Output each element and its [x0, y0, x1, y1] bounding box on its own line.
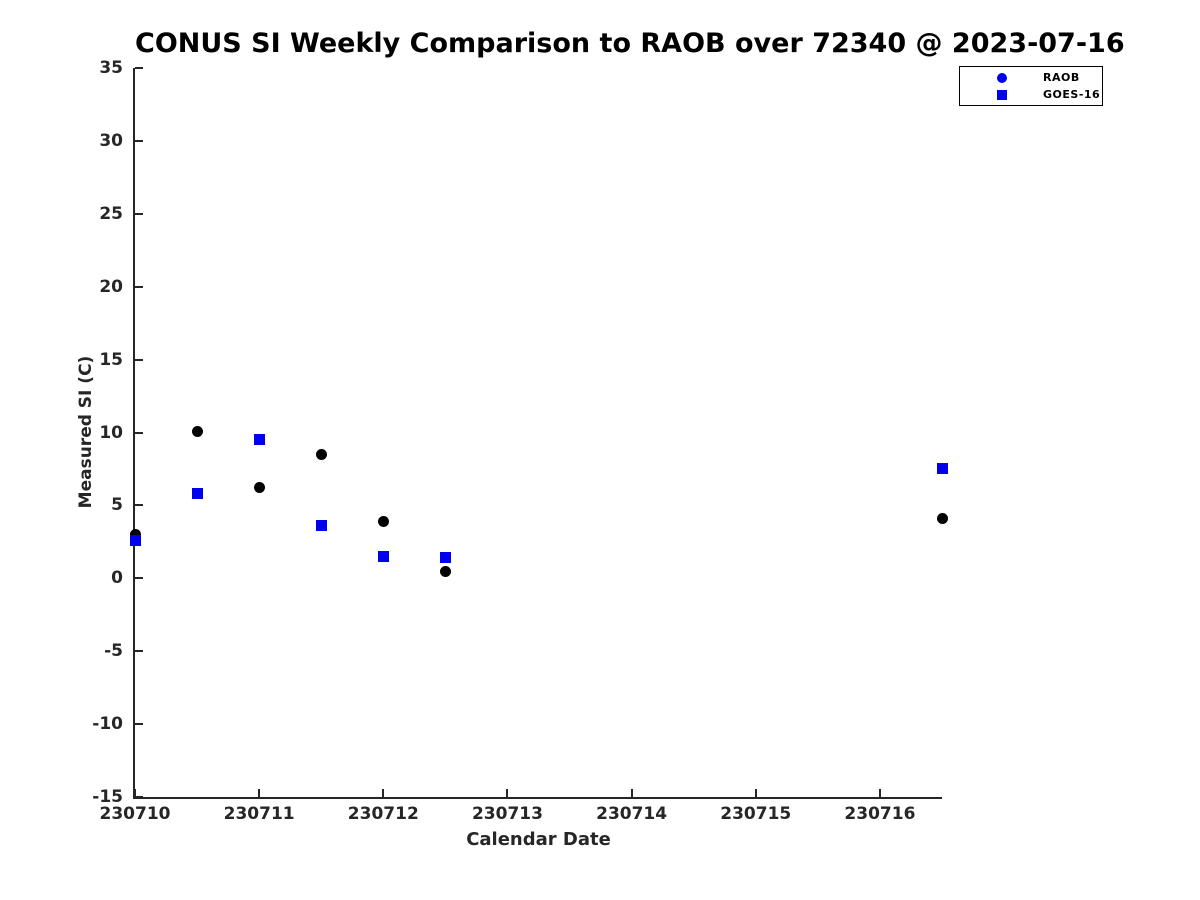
- y-tick-label: -5: [104, 641, 123, 662]
- y-tick-label: 0: [111, 568, 123, 589]
- y-tick: [135, 577, 143, 580]
- x-tick: [878, 789, 881, 797]
- data-point-goes-16: [377, 550, 389, 562]
- y-tick-label: 15: [99, 349, 123, 370]
- data-point-goes-16: [439, 552, 451, 564]
- data-point-goes-16: [936, 463, 948, 475]
- data-point-goes-16: [315, 520, 327, 532]
- x-tick-label: 230713: [471, 804, 543, 824]
- y-tick: [135, 504, 143, 507]
- x-axis-label: Calendar Date: [466, 829, 611, 850]
- y-tick: [135, 285, 143, 288]
- x-tick-label: 230711: [223, 804, 295, 824]
- data-point-raob: [253, 482, 265, 494]
- data-point-raob: [439, 565, 451, 577]
- x-tick: [506, 789, 509, 797]
- data-point-raob: [936, 513, 948, 525]
- y-tick-label: 35: [99, 58, 123, 78]
- y-tick: [135, 431, 143, 434]
- y-tick: [135, 723, 143, 726]
- legend: RAOB GOES-16: [959, 66, 1103, 106]
- x-tick: [630, 789, 633, 797]
- plot-area: -15 -10 -5 0 5 10 15 20 25 30 35 230710 230711 230712…: [92, 58, 948, 824]
- x-tick-label: 230710: [99, 804, 171, 824]
- data-point-goes-16: [129, 534, 141, 546]
- x-tick: [258, 789, 261, 797]
- legend-label: RAOB: [1043, 71, 1080, 84]
- data-point-raob: [129, 529, 141, 541]
- y-tick: [135, 212, 143, 215]
- data-point-goes-16: [253, 434, 265, 446]
- data-point-raob: [315, 448, 327, 460]
- data-point-raob: [377, 515, 389, 527]
- y-tick-label: -15: [92, 787, 123, 807]
- y-tick-label: 20: [99, 276, 123, 297]
- x-tick-label: 230715: [720, 804, 792, 824]
- y-tick-label: -10: [92, 714, 123, 735]
- legend-row: GOES-16: [960, 88, 1102, 101]
- legend-label: GOES-16: [1043, 88, 1101, 101]
- y-tick: [135, 67, 143, 69]
- data-point-raob: [191, 425, 203, 437]
- y-axis-line: [133, 68, 135, 799]
- x-tick-label: 230712: [347, 804, 419, 824]
- y-tick-label: 5: [111, 495, 123, 516]
- data-point-goes-16: [191, 488, 203, 500]
- y-tick: [135, 358, 143, 361]
- x-tick-label: 230714: [596, 804, 668, 824]
- y-tick: [135, 650, 143, 653]
- y-tick-label: 30: [99, 130, 123, 151]
- legend-square-marker-icon: [997, 89, 1007, 100]
- chart-title: CONUS SI Weekly Comparison to RAOB over …: [135, 28, 1125, 59]
- y-tick: [135, 796, 143, 798]
- y-tick-label: 10: [99, 422, 123, 443]
- x-tick: [134, 789, 136, 797]
- y-tick-label: 25: [99, 203, 123, 224]
- x-tick: [754, 789, 757, 797]
- legend-circle-marker-icon: [997, 72, 1007, 83]
- legend-row: RAOB: [960, 71, 1102, 84]
- x-tick-label: 230716: [844, 804, 916, 824]
- y-tick: [135, 139, 143, 142]
- x-axis-line: [133, 797, 942, 799]
- x-tick: [382, 789, 385, 797]
